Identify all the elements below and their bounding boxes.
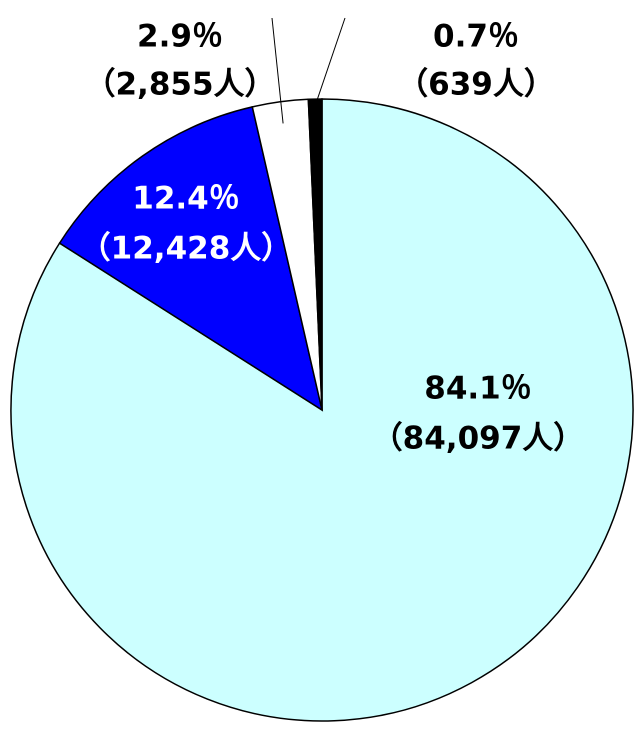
leader-line <box>314 17 346 106</box>
pie-slice <box>307 98 323 411</box>
value-label: 84.1％ <box>424 371 532 407</box>
value-label: 12.4％ <box>132 181 240 217</box>
pie-slice <box>58 106 324 412</box>
pie-slice <box>10 98 634 722</box>
value-label: 2.9％ <box>137 19 223 55</box>
count-label: （639人） <box>397 67 555 103</box>
count-label: （12,428人） <box>80 231 293 267</box>
value-label: 0.7％ <box>433 19 519 55</box>
count-label: （2,855人） <box>84 67 275 103</box>
count-label: （84,097人） <box>372 421 585 457</box>
leader-line <box>271 17 284 124</box>
